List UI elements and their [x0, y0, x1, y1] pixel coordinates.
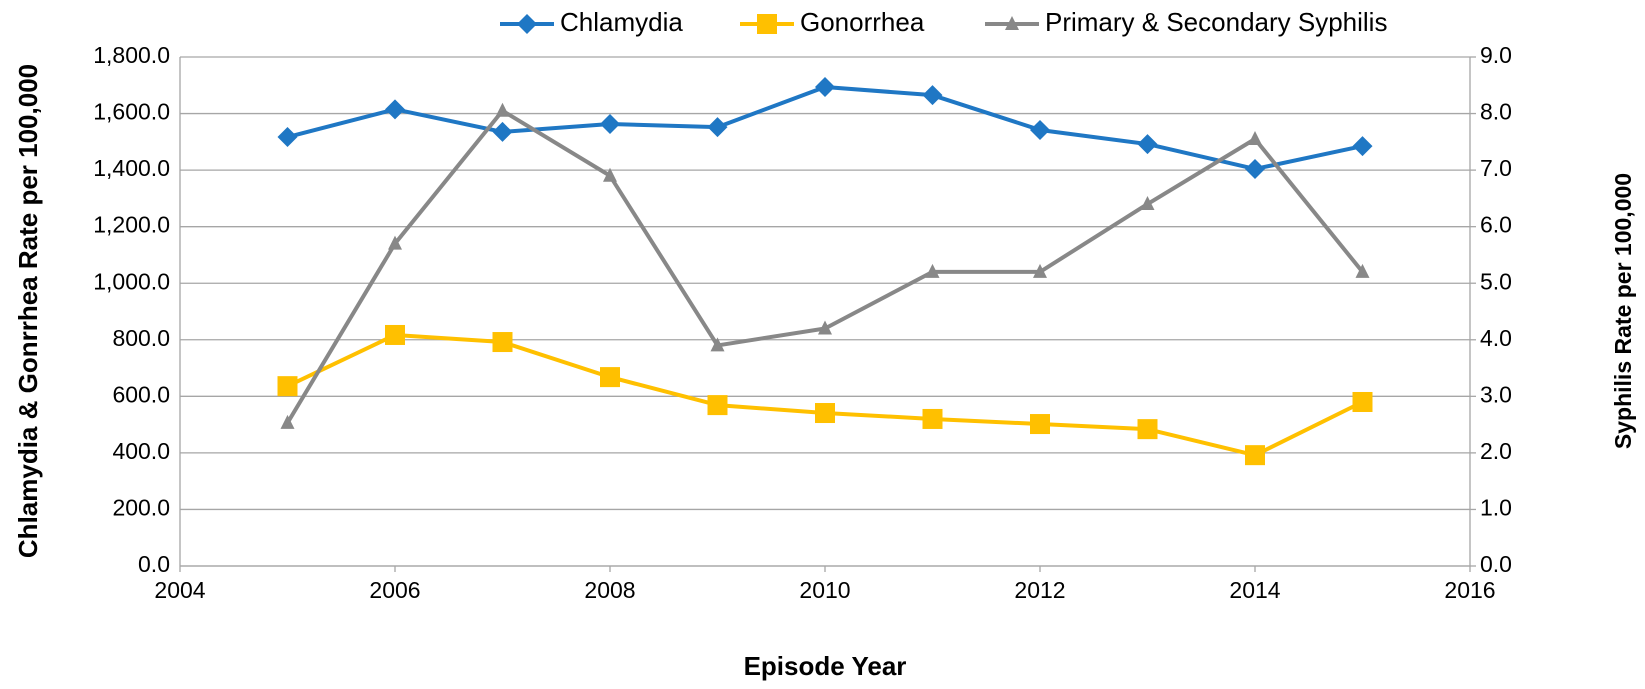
y-tick-label: 1,000.0: [93, 268, 170, 294]
data-point: [1140, 196, 1155, 211]
y-tick-label: 1,800.0: [93, 42, 170, 68]
y-tick-label: 200.0: [112, 495, 170, 521]
y-tick-label: 1,200.0: [93, 212, 170, 238]
data-point: [815, 403, 835, 424]
y-tick-label: 1,600.0: [93, 99, 170, 125]
data-point: [495, 102, 510, 117]
data-point: [1137, 419, 1158, 440]
y2-tick-label: 1.0: [1480, 495, 1512, 521]
y2-tick-label: 3.0: [1480, 381, 1512, 407]
data-point: [388, 235, 402, 250]
y-axis-title: Chlamydia & Gonrrhea Rate per 100,000: [13, 64, 43, 558]
data-point: [1245, 445, 1265, 466]
x-tick-label: 2014: [1229, 577, 1280, 603]
x-tick-label: 2006: [369, 577, 420, 603]
data-point: [707, 395, 728, 416]
x-tick-label: 2010: [799, 577, 850, 603]
data-point: [922, 85, 943, 106]
data-point: [1352, 391, 1373, 412]
data-point: [600, 114, 620, 135]
data-point: [1033, 263, 1047, 278]
y2-tick-label: 8.0: [1480, 99, 1512, 125]
data-point: [1352, 136, 1373, 157]
y-tick-label: 1,400.0: [93, 155, 170, 181]
data-point: [1137, 134, 1158, 155]
data-point: [922, 408, 943, 429]
data-point: [1030, 414, 1050, 435]
series-line: [286, 332, 1364, 458]
data-point: [707, 117, 728, 138]
data-point: [492, 332, 513, 353]
y2-tick-label: 5.0: [1480, 268, 1512, 294]
y-tick-label: 600.0: [112, 381, 170, 407]
y-tick-label: 400.0: [112, 438, 170, 464]
y2-tick-label: 7.0: [1480, 155, 1512, 181]
legend-label: Primary & Secondary Syphilis: [1045, 7, 1387, 37]
data-point: [385, 324, 405, 345]
data-point: [600, 367, 620, 388]
data-point: [1355, 263, 1370, 278]
data-point: [710, 337, 725, 352]
y2-tick-label: 2.0: [1480, 438, 1512, 464]
y-tick-label: 800.0: [112, 325, 170, 351]
data-point: [1245, 158, 1265, 179]
y-tick-label: 0.0: [138, 551, 170, 577]
x-tick-label: 2004: [154, 577, 205, 603]
data-point: [1248, 131, 1262, 146]
y2-tick-label: 4.0: [1480, 325, 1512, 351]
x-tick-label: 2012: [1014, 577, 1065, 603]
data-point: [603, 167, 617, 182]
x-axis-title: Episode Year: [744, 651, 907, 681]
series-line: [287, 84, 1363, 171]
data-point: [492, 121, 513, 142]
data-point: [280, 414, 295, 429]
legend-label: Gonorrhea: [800, 7, 925, 37]
x-tick-label: 2008: [584, 577, 635, 603]
legend-marker: [517, 14, 537, 34]
data-point: [277, 376, 298, 397]
data-point: [1030, 119, 1050, 140]
y2-axis-title: Syphilis Rate per 100,000: [1610, 173, 1636, 449]
data-point: [925, 263, 940, 278]
legend-marker: [1005, 16, 1019, 30]
legend-marker: [757, 14, 777, 34]
data-point: [818, 320, 832, 335]
y2-tick-label: 6.0: [1480, 212, 1512, 238]
legend-label: Chlamydia: [560, 7, 683, 37]
data-point: [385, 99, 405, 120]
x-tick-label: 2016: [1444, 577, 1495, 603]
data-point: [277, 127, 298, 148]
data-point: [815, 76, 835, 97]
y2-tick-label: 9.0: [1480, 42, 1512, 68]
y2-tick-label: 0.0: [1480, 551, 1512, 577]
